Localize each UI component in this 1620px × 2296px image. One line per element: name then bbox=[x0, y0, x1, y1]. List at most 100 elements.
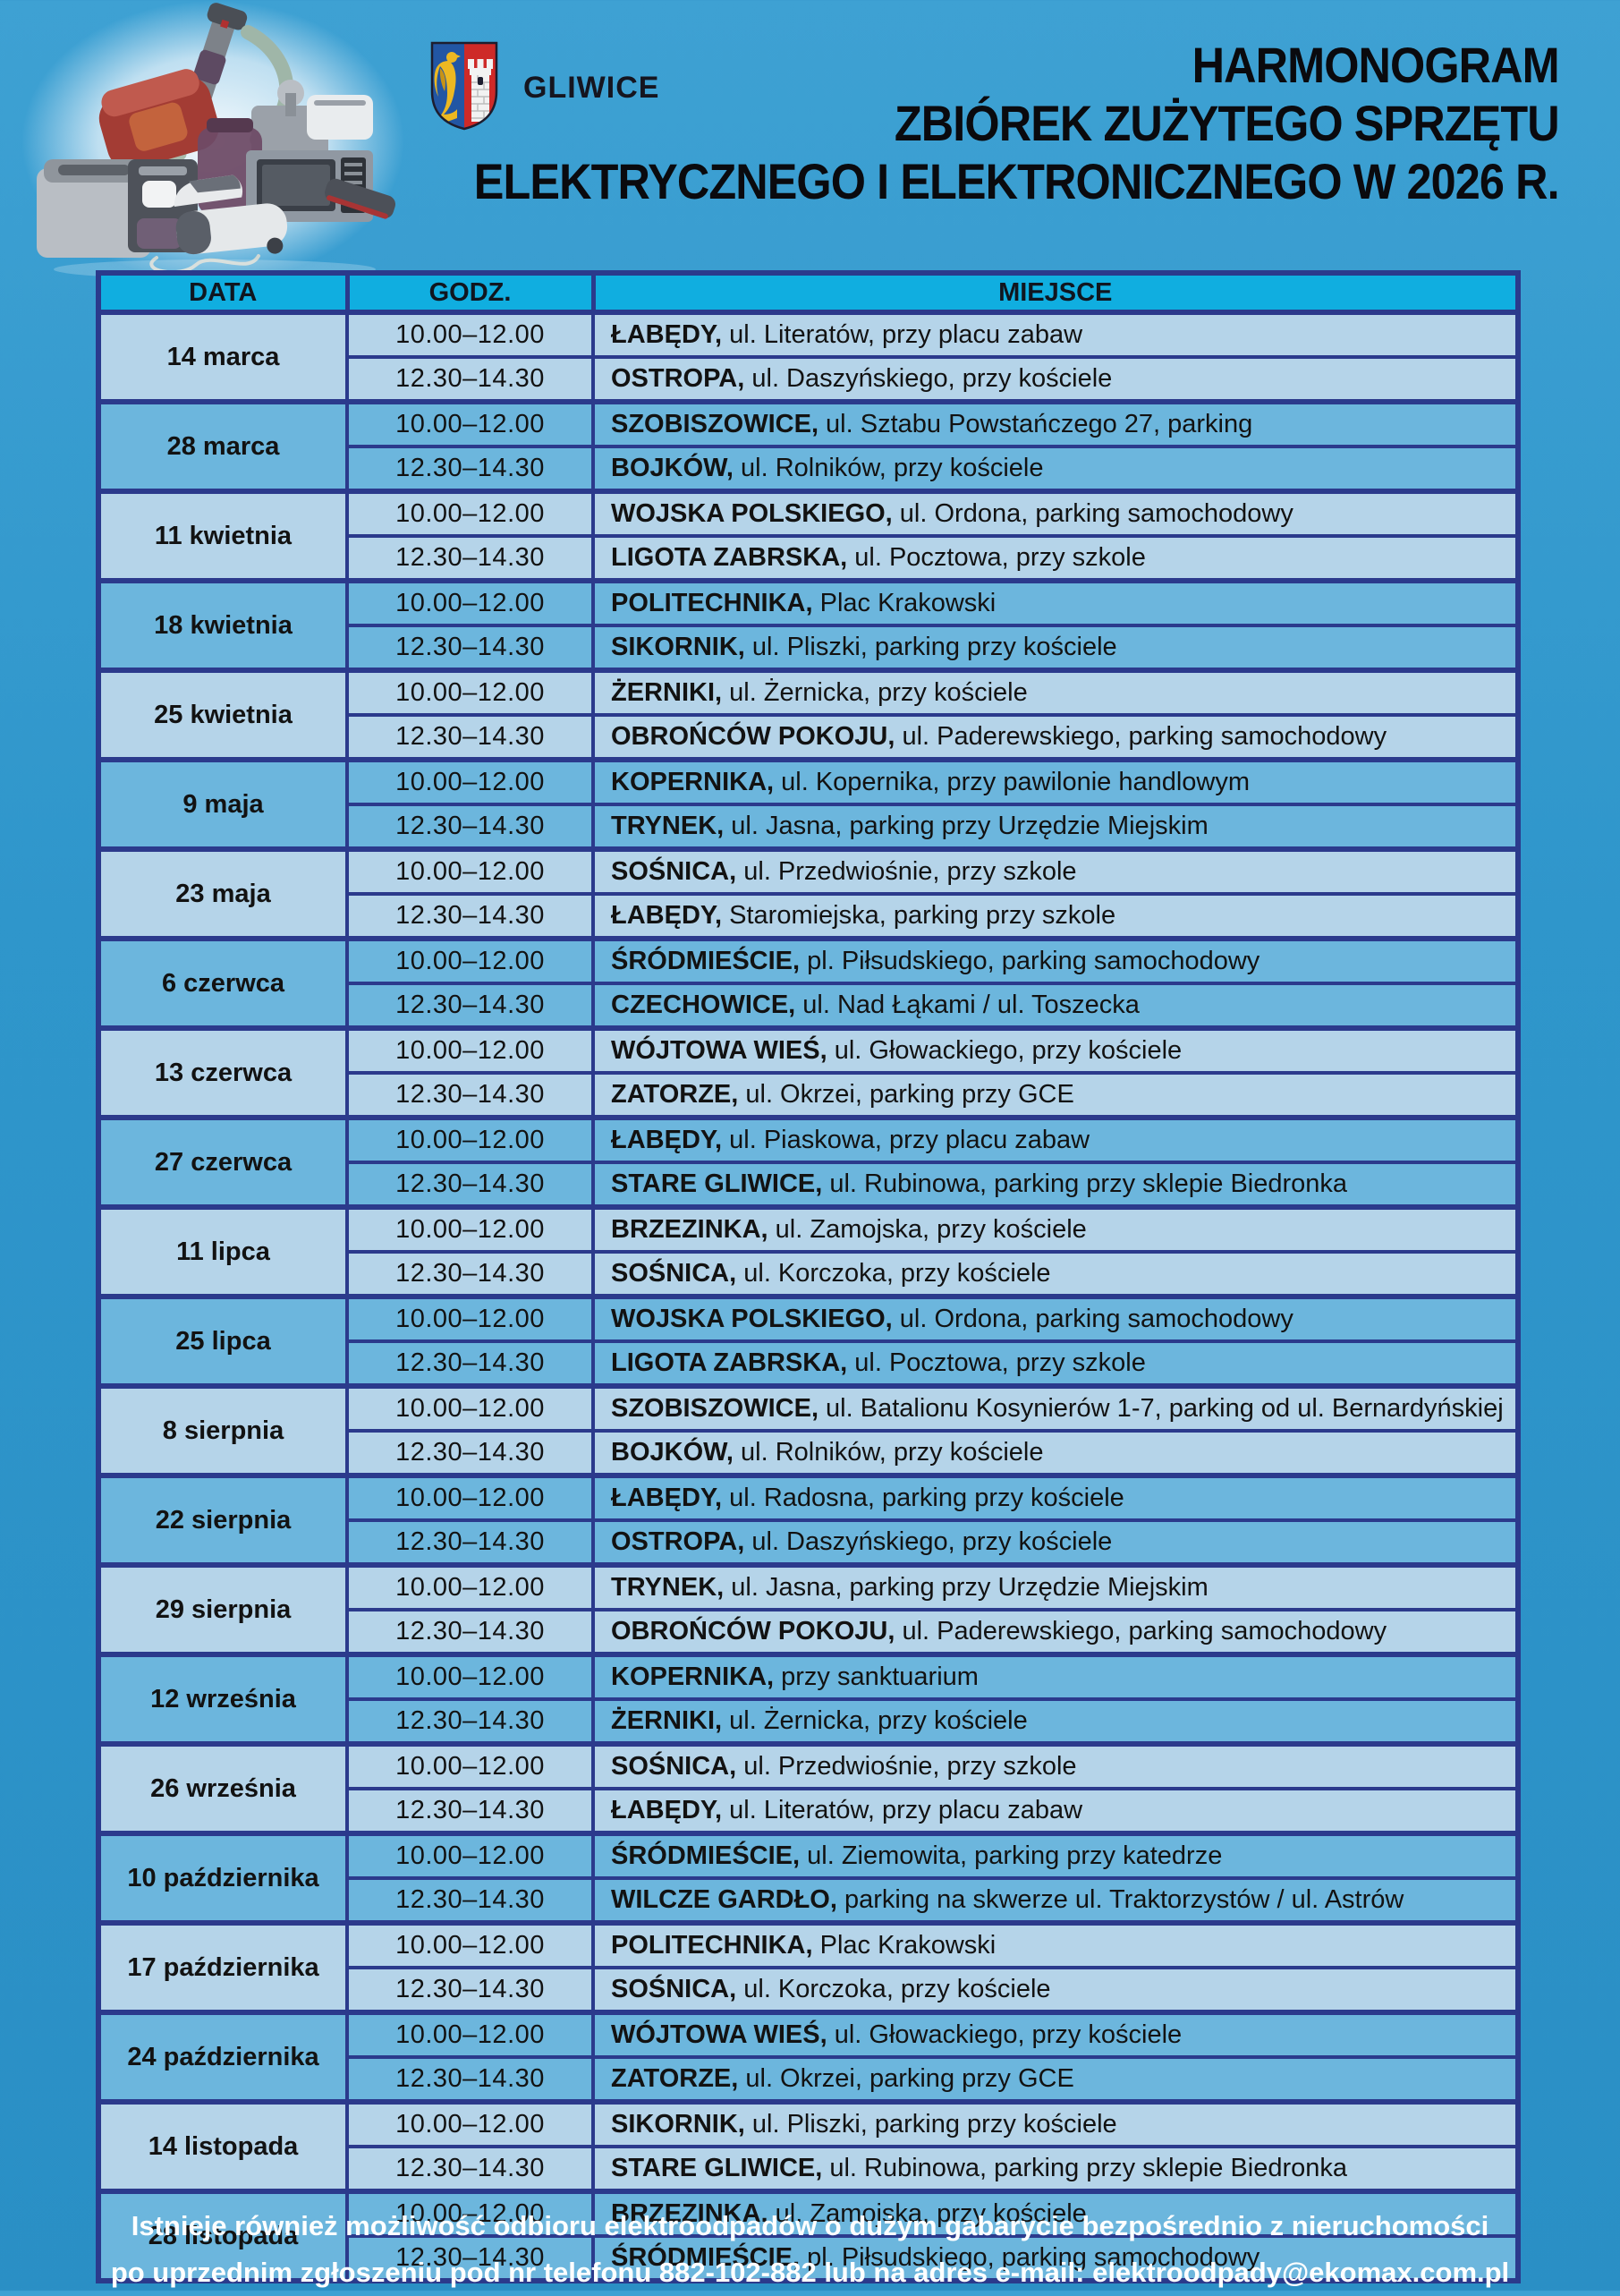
place-name: CZECHOWICE, bbox=[611, 991, 796, 1019]
vacuum-canister bbox=[98, 69, 219, 170]
time-cell: 12.30–14.30 bbox=[345, 1250, 595, 1298]
place-name: OBROŃCÓW POKOJU, bbox=[611, 722, 895, 751]
place-details: ul. Paderewskiego, parking samochodowy bbox=[895, 722, 1387, 751]
date-cell: 14 marca bbox=[97, 310, 349, 404]
place-name: WOJSKA POLSKIEGO, bbox=[611, 499, 893, 528]
place-name: ZATORZE, bbox=[611, 2064, 739, 2093]
time-cell: 12.30–14.30 bbox=[345, 1697, 595, 1746]
place-details: ul. Żernicka, przy kościele bbox=[722, 678, 1028, 707]
place-cell: ŚRÓDMIEŚCIE, pl. Piłsudskiego, parking s… bbox=[591, 2234, 1520, 2283]
place-details: ul. Okrzei, parking przy GCE bbox=[738, 2064, 1074, 2093]
place-cell: SZOBISZOWICE, ul. Batalionu Kosynierów 1… bbox=[591, 1384, 1520, 1433]
column-header-godz: GODZ. bbox=[344, 270, 596, 315]
time-cell: 10.00–12.00 bbox=[345, 668, 595, 717]
schedule-row: 12.30–14.30 ŚRÓDMIEŚCIE, pl. Piłsudskiego… bbox=[98, 2234, 1520, 2283]
place-name: ŚRÓDMIEŚCIE, bbox=[611, 1841, 801, 1870]
place-details: ul. Korczoka, przy kościele bbox=[736, 1259, 1051, 1288]
place-cell: KOPERNIKA, przy sanktuarium bbox=[591, 1653, 1520, 1701]
time-cell: 12.30–14.30 bbox=[345, 1787, 595, 1835]
place-cell: OBROŃCÓW POKOJU, ul. Paderewskiego, park… bbox=[591, 713, 1520, 761]
schedule-row: 8 sierpnia 10.00–12.00 SZOBISZOWICE, ul. B… bbox=[97, 1384, 1520, 1477]
place-cell: SIKORNIK, ul. Pliszki, parking przy kośc… bbox=[591, 624, 1520, 672]
place-name: TRYNEK, bbox=[611, 812, 725, 840]
place-details: ul. Przedwiośnie, przy szkole bbox=[736, 857, 1077, 886]
schedule-row: 27 czerwca 10.00–12.00 ŁABĘDY, ul. Piaskow… bbox=[97, 1116, 1520, 1209]
time-cell: 10.00–12.00 bbox=[345, 1026, 595, 1075]
time-cell: 12.30–14.30 bbox=[345, 713, 595, 761]
place-name: POLITECHNIKA, bbox=[611, 1931, 813, 1960]
schedule-row: 12.30–14.30 ZATORZE, ul. Okrzei, parking … bbox=[98, 2055, 1520, 2104]
poster-title-line-2: ZBIÓREK ZUŻYTEGO SPRZĘTU bbox=[895, 95, 1560, 151]
place-details: ul. Rolników, przy kościele bbox=[733, 454, 1044, 482]
time-cell: 12.30–14.30 bbox=[345, 534, 595, 583]
place-name: BRZEZINKA, bbox=[611, 1215, 768, 1244]
time-cell: 10.00–12.00 bbox=[345, 400, 595, 448]
place-details: ul. Ordona, parking samochodowy bbox=[892, 499, 1293, 528]
date-group: 26 września 10.00–12.00 SOŚNICA, ul. Przed… bbox=[97, 1742, 1520, 1835]
date-cell: 26 września bbox=[97, 1742, 349, 1835]
date-cell: 8 sierpnia bbox=[97, 1384, 349, 1477]
date-cell: 22 sierpnia bbox=[97, 1474, 349, 1567]
place-name: STARE GLIWICE, bbox=[611, 1169, 823, 1198]
time-cell: 12.30–14.30 bbox=[345, 892, 595, 940]
place-cell: OSTROPA, ul. Daszyńskiego, przy kościele bbox=[591, 355, 1520, 404]
place-details: Plac Krakowski bbox=[812, 1931, 997, 1960]
schedule-row: 28 listopada 10.00–12.00 BRZEZINKA, ul. Za… bbox=[97, 2190, 1520, 2283]
place-cell: ŚRÓDMIEŚCIE, pl. Piłsudskiego, parking s… bbox=[591, 937, 1520, 985]
place-details: ul. Rolników, przy kościele bbox=[733, 1438, 1044, 1467]
date-group: 28 listopada 10.00–12.00 BRZEZINKA, ul. Za… bbox=[97, 2190, 1520, 2283]
schedule-row: 12.30–14.30 LIGOTA ZABRSKA, ul. Pocztowa,… bbox=[98, 534, 1520, 583]
schedule-row: 12 września 10.00–12.00 KOPERNIKA, przy sa… bbox=[97, 1653, 1520, 1746]
place-details: ul. Batalionu Kosynierów 1-7, parking od… bbox=[818, 1394, 1504, 1423]
place-details: ul. Rubinowa, parking przy sklepie Biedr… bbox=[822, 1169, 1348, 1198]
place-name: TRYNEK, bbox=[611, 1573, 725, 1602]
schedule-row: 12.30–14.30 ŁABĘDY, ul. Literatów, przy p… bbox=[98, 1787, 1520, 1835]
place-name: SZOBISZOWICE, bbox=[611, 1394, 818, 1423]
time-cell: 10.00–12.00 bbox=[345, 1116, 595, 1164]
place-details: ul. Zamojska, przy kościele bbox=[768, 1215, 1087, 1244]
schedule-row: 12.30–14.30 STARE GLIWICE, ul. Rubinowa, … bbox=[98, 1161, 1520, 1209]
time-cell: 12.30–14.30 bbox=[345, 1161, 595, 1209]
schedule-row: 12.30–14.30 SOŚNICA, ul. Korczoka, przy k… bbox=[98, 1250, 1520, 1298]
schedule-row: 11 kwietnia 10.00–12.00 WOJSKA POLSKIEGO, … bbox=[97, 489, 1520, 583]
place-details: Staromiejska, parking przy szkole bbox=[722, 901, 1116, 930]
place-cell: STARE GLIWICE, ul. Rubinowa, parking prz… bbox=[591, 1161, 1520, 1209]
place-details: ul. Jasna, parking przy Urzędzie Miejski… bbox=[724, 1573, 1209, 1602]
date-group: 28 marca 10.00–12.00 SZOBISZOWICE, ul. Szt… bbox=[97, 400, 1520, 493]
place-name: ŁABĘDY, bbox=[611, 1126, 723, 1154]
place-details: ul. Zamojska, przy kościele bbox=[768, 2199, 1087, 2228]
schedule-row: 12.30–14.30 WILCZE GARDŁO, parking na skw… bbox=[98, 1876, 1520, 1925]
date-cell: 11 kwietnia bbox=[97, 489, 349, 583]
poster-title-line-3: ELEKTRYCZNEGO I ELEKTRONICZNEGO W 2026 R… bbox=[474, 153, 1560, 209]
date-group: 13 czerwca 10.00–12.00 WÓJTOWA WIEŚ, ul. G… bbox=[97, 1026, 1520, 1119]
place-cell: SOŚNICA, ul. Przedwiośnie, przy szkole bbox=[591, 1742, 1520, 1790]
power-cord bbox=[149, 254, 260, 275]
place-details: pl. Piłsudskiego, parking samochodowy bbox=[800, 947, 1260, 975]
schedule-row: 12.30–14.30 LIGOTA ZABRSKA, ul. Pocztowa,… bbox=[98, 1339, 1520, 1388]
place-details: przy sanktuarium bbox=[774, 1662, 979, 1691]
place-name: WOJSKA POLSKIEGO, bbox=[611, 1305, 893, 1333]
place-name: KOPERNIKA, bbox=[611, 768, 775, 796]
place-cell: ŚRÓDMIEŚCIE, ul. Ziemowita, parking przy… bbox=[591, 1832, 1520, 1880]
date-group: 11 kwietnia 10.00–12.00 WOJSKA POLSKIEGO, … bbox=[97, 489, 1520, 583]
date-group: 25 kwietnia 10.00–12.00 ŻERNIKI, ul. Żerni… bbox=[97, 668, 1520, 761]
schedule-row: 25 lipca 10.00–12.00 WOJSKA POLSKIEGO, ul.… bbox=[97, 1295, 1520, 1388]
place-name: ŁABĘDY, bbox=[611, 1484, 723, 1512]
place-cell: ŁABĘDY, ul. Piaskowa, przy placu zabaw bbox=[591, 1116, 1520, 1164]
schedule-row: 18 kwietnia 10.00–12.00 POLITECHNIKA, Plac… bbox=[97, 579, 1520, 672]
schedule-row: 13 czerwca 10.00–12.00 WÓJTOWA WIEŚ, ul. G… bbox=[97, 1026, 1520, 1119]
place-cell: SOŚNICA, ul. Korczoka, przy kościele bbox=[591, 1250, 1520, 1298]
place-cell: SIKORNIK, ul. Pliszki, parking przy kośc… bbox=[591, 2100, 1520, 2148]
time-cell: 12.30–14.30 bbox=[345, 2145, 595, 2193]
schedule-row: 14 marca 10.00–12.00 ŁABĘDY, ul. Literatów… bbox=[97, 310, 1520, 404]
place-name: SZOBISZOWICE, bbox=[611, 410, 818, 438]
place-cell: SZOBISZOWICE, ul. Sztabu Powstańczego 27… bbox=[591, 400, 1520, 448]
poster-title: HARMONOGRAM ZBIÓREK ZUŻYTEGO SPRZĘTU ELEKT… bbox=[474, 36, 1560, 210]
place-details: ul. Żernicka, przy kościele bbox=[722, 1706, 1028, 1735]
place-name: OSTROPA, bbox=[611, 1527, 745, 1556]
date-cell: 6 czerwca bbox=[97, 937, 349, 1030]
place-name: SOŚNICA, bbox=[611, 857, 737, 886]
place-cell: BRZEZINKA, ul. Zamojska, przy kościele bbox=[591, 2190, 1520, 2238]
schedule-row: 12.30–14.30 SIKORNIK, ul. Pliszki, parkin… bbox=[98, 624, 1520, 672]
